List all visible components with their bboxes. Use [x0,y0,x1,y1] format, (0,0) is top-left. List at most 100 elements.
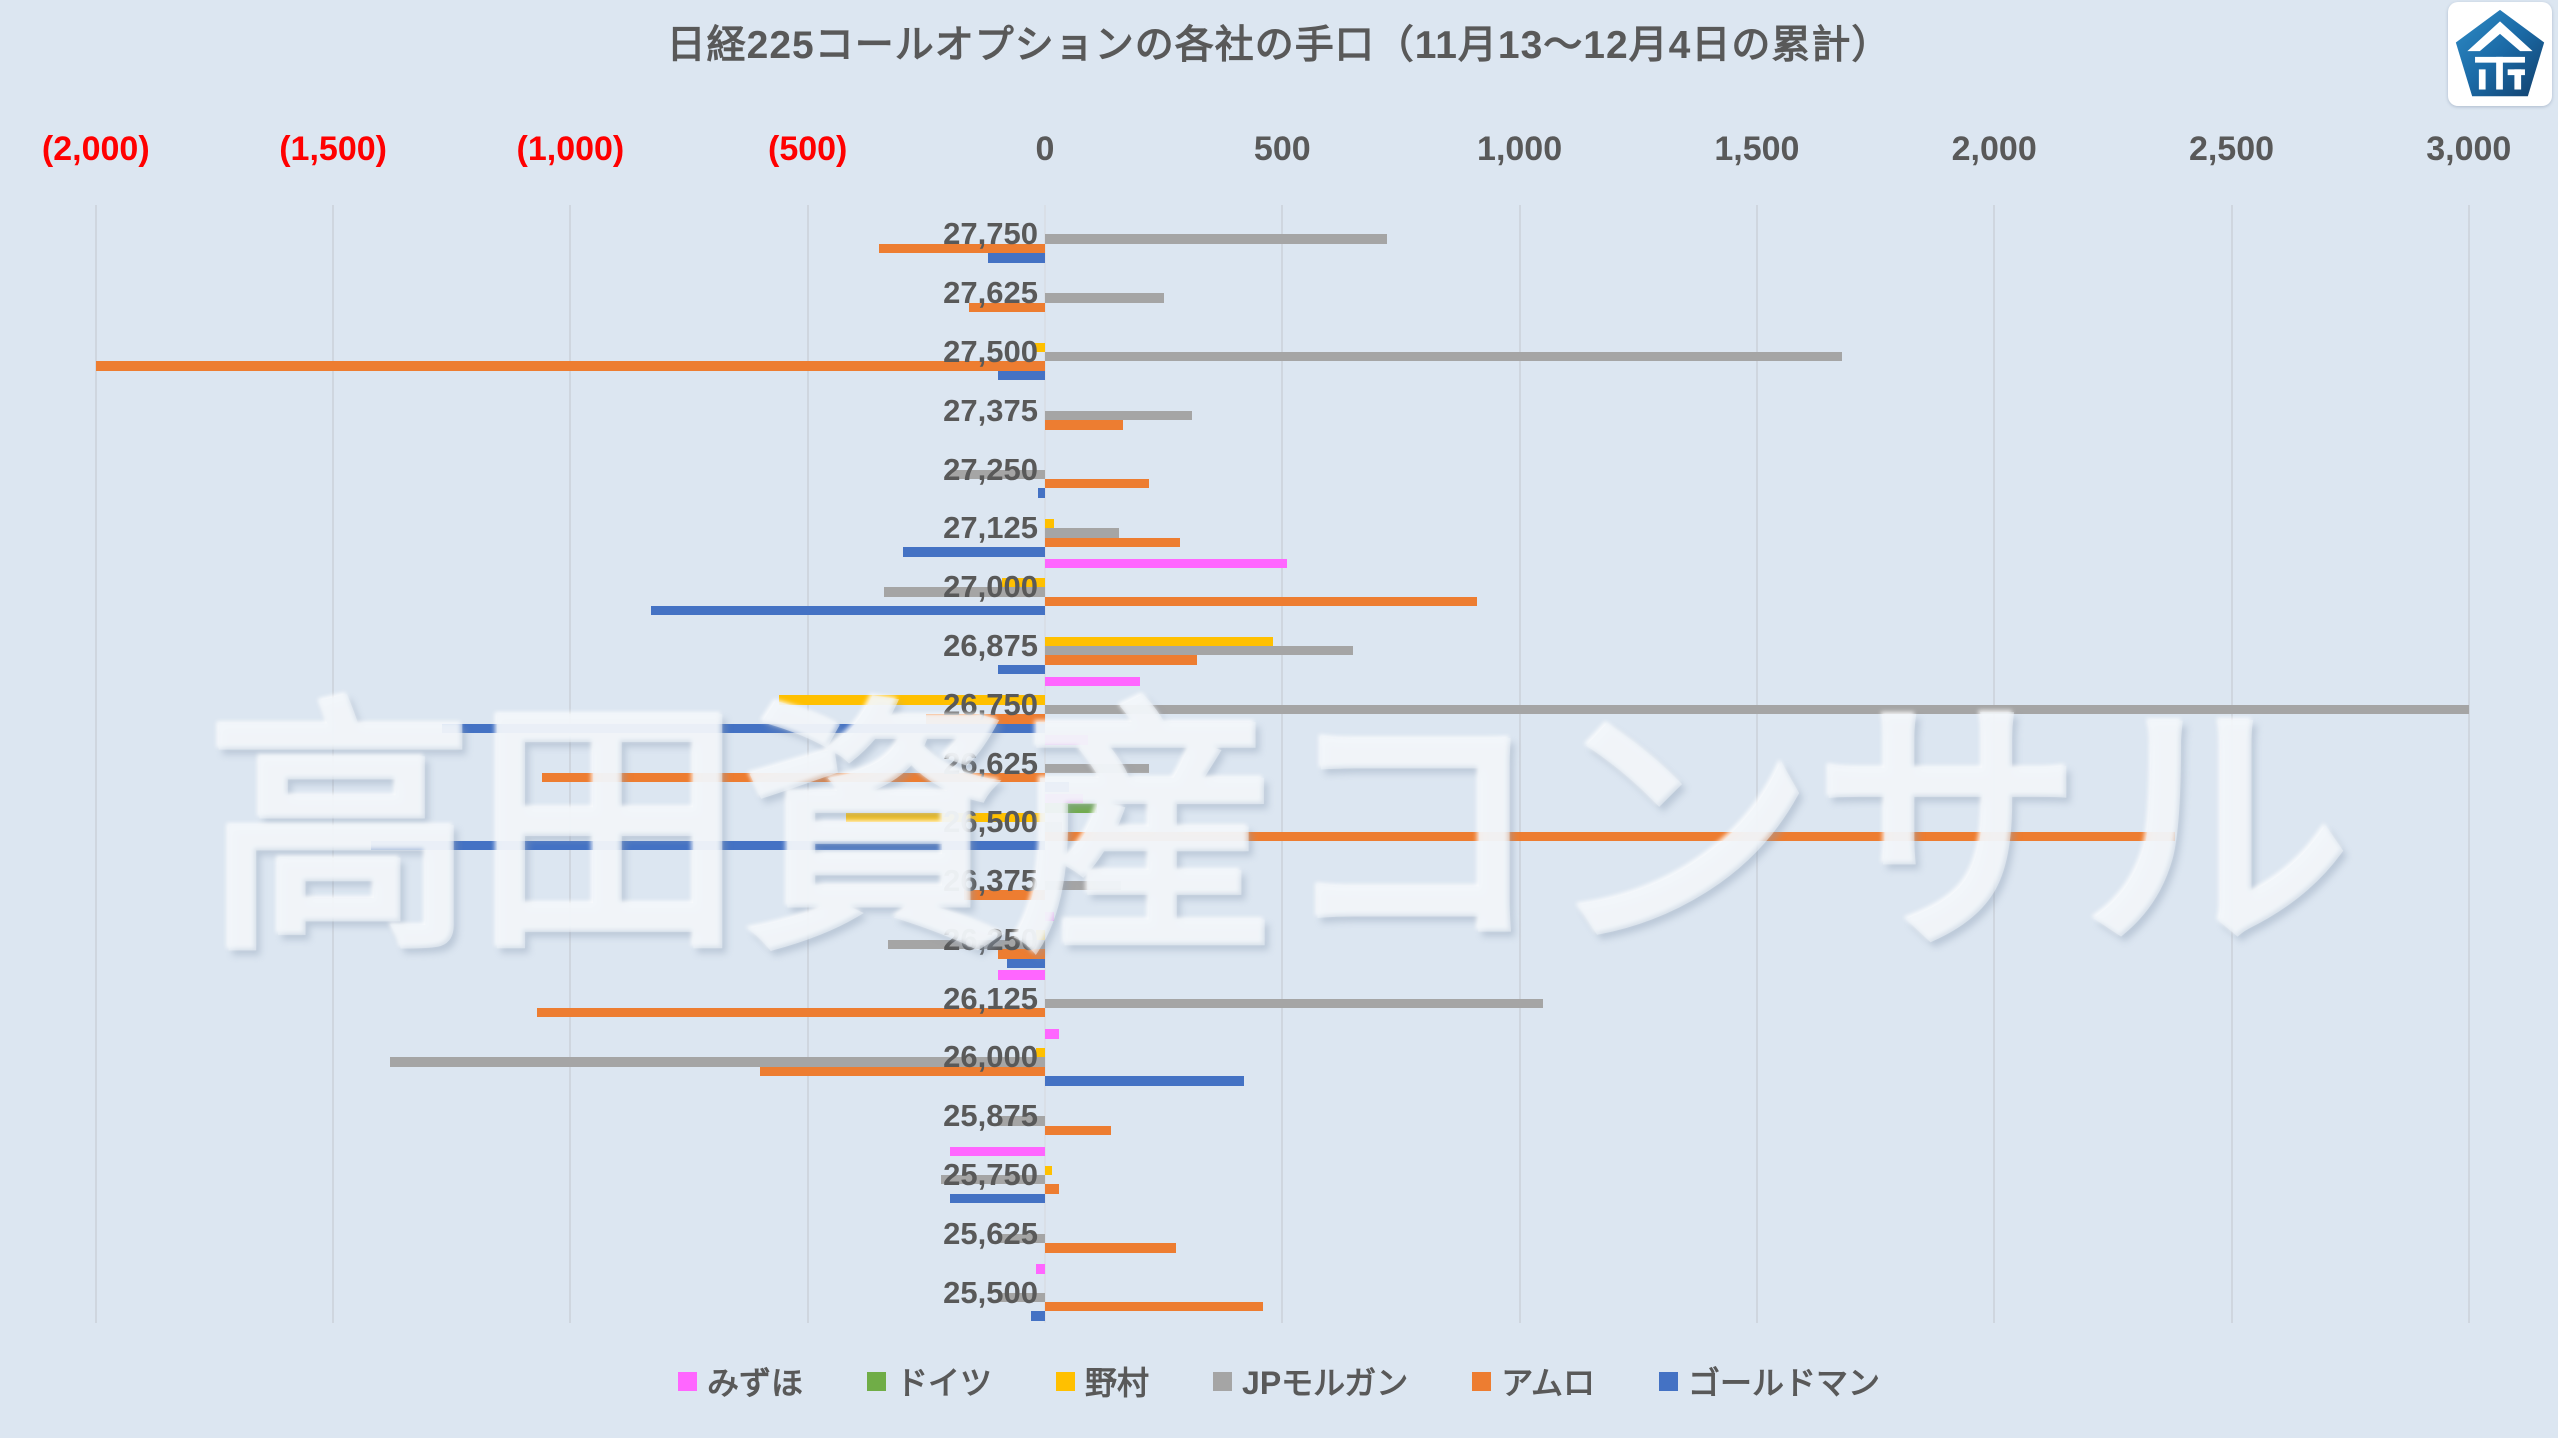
grid-line [1993,205,1996,1323]
bar [997,1116,1045,1126]
legend-label: 野村 [1085,1365,1150,1401]
category-label: 27,750 [943,216,1038,252]
bar [1035,930,1045,940]
legend-swatch [1658,1371,1678,1391]
bar [878,243,1045,254]
bar [1045,293,1164,303]
legend-swatch [1056,1371,1076,1391]
bar [390,1057,1045,1067]
bar [1045,911,1055,922]
legend-label: ドイツ [896,1365,993,1401]
category-label: 27,250 [943,451,1038,487]
bar [1045,410,1193,421]
bar [1045,420,1124,430]
bar [1045,636,1273,646]
grid-line [2230,205,2233,1323]
grid-line [1518,205,1521,1323]
bar [940,1175,1045,1185]
category-label: 26,750 [943,686,1038,722]
bar [1045,763,1150,773]
legend-label: JPモルガン [1242,1365,1409,1401]
bar [997,664,1045,675]
bar [902,547,1045,557]
bar [1035,1048,1045,1058]
category-label: 25,750 [943,1157,1038,1193]
x-axis-tick-label: 2,000 [1951,130,2037,168]
x-axis-tick-label: 0 [1035,130,1055,168]
watermark: 高田資産コンサル [207,682,2351,982]
legend-item: 野村 [1056,1358,1149,1404]
bar [1045,1029,1060,1039]
bar [1045,596,1477,606]
bar [997,949,1045,959]
bar [1045,528,1119,538]
legend-item: ドイツ [867,1358,992,1404]
bar [1045,794,1083,804]
bar [950,1146,1045,1157]
legend-label: アムロ [1501,1365,1595,1401]
category-label: 26,375 [943,863,1038,899]
bar [1045,478,1150,489]
bar [779,695,1045,705]
category-label: 26,125 [943,980,1038,1016]
x-axis-tick-label: (1,000) [516,130,625,168]
bar [1002,577,1045,588]
bar [1045,537,1181,548]
bar [1045,831,2175,842]
bar [1045,518,1055,529]
legend-item: アムロ [1472,1358,1595,1404]
category-label: 26,875 [943,627,1038,663]
bar [95,361,1045,371]
bar [1045,704,2469,715]
category-label: 25,875 [943,1098,1038,1134]
bar [997,970,1045,980]
x-axis-tick-label: (2,000) [41,130,150,168]
bar [1045,1076,1245,1086]
bar [888,939,1045,950]
bar [883,587,1045,597]
grid-line [2467,205,2470,1323]
category-label: 27,375 [943,392,1038,428]
legend-swatch [1213,1371,1233,1391]
bar [371,841,1045,851]
bar [845,812,1045,823]
grid-line [1281,205,1284,1323]
bar [1033,342,1045,352]
category-label: 27,500 [943,333,1038,369]
bar [1045,645,1354,656]
bar [950,1193,1045,1204]
bar [988,253,1045,263]
category-label: 25,500 [943,1274,1038,1310]
bar [1045,822,1062,832]
category-label: 25,625 [943,1215,1038,1251]
bar [1045,1165,1053,1176]
bar [997,1292,1045,1302]
category-label: 26,250 [943,921,1038,957]
legend-item: みずほ [677,1358,803,1404]
bar [997,1233,1045,1244]
company-logo [2448,2,2552,106]
legend: みずほ ドイツ 野村 JPモルガン アムロ ゴールドマン [0,1358,2558,1404]
bar [1045,558,1288,569]
x-axis-tick-label: 2,500 [2188,130,2275,168]
grid-line [806,205,809,1323]
bar [442,723,1045,733]
x-axis-tick-label: 1,000 [1477,130,1563,168]
bar [969,302,1045,312]
bar [1045,1243,1176,1253]
grid-line [569,205,572,1323]
x-axis-tick-label: 3,000 [2426,130,2512,168]
legend-label: ゴールドマン [1687,1365,1880,1401]
bar [537,1008,1045,1018]
grid-line [94,205,97,1323]
bar [926,714,1045,724]
category-label: 27,625 [943,275,1038,311]
grid-line [1755,205,1758,1323]
category-label: 26,000 [943,1039,1038,1075]
bar [1007,958,1045,969]
x-axis-tick-label: 1,500 [1714,130,1800,168]
bar [1045,1302,1264,1312]
bar [1045,782,1069,792]
bar [1045,1184,1060,1194]
chart-title: 日経225コールオプションの各社の手口（11月13～12月4日の累計） [666,24,1892,67]
